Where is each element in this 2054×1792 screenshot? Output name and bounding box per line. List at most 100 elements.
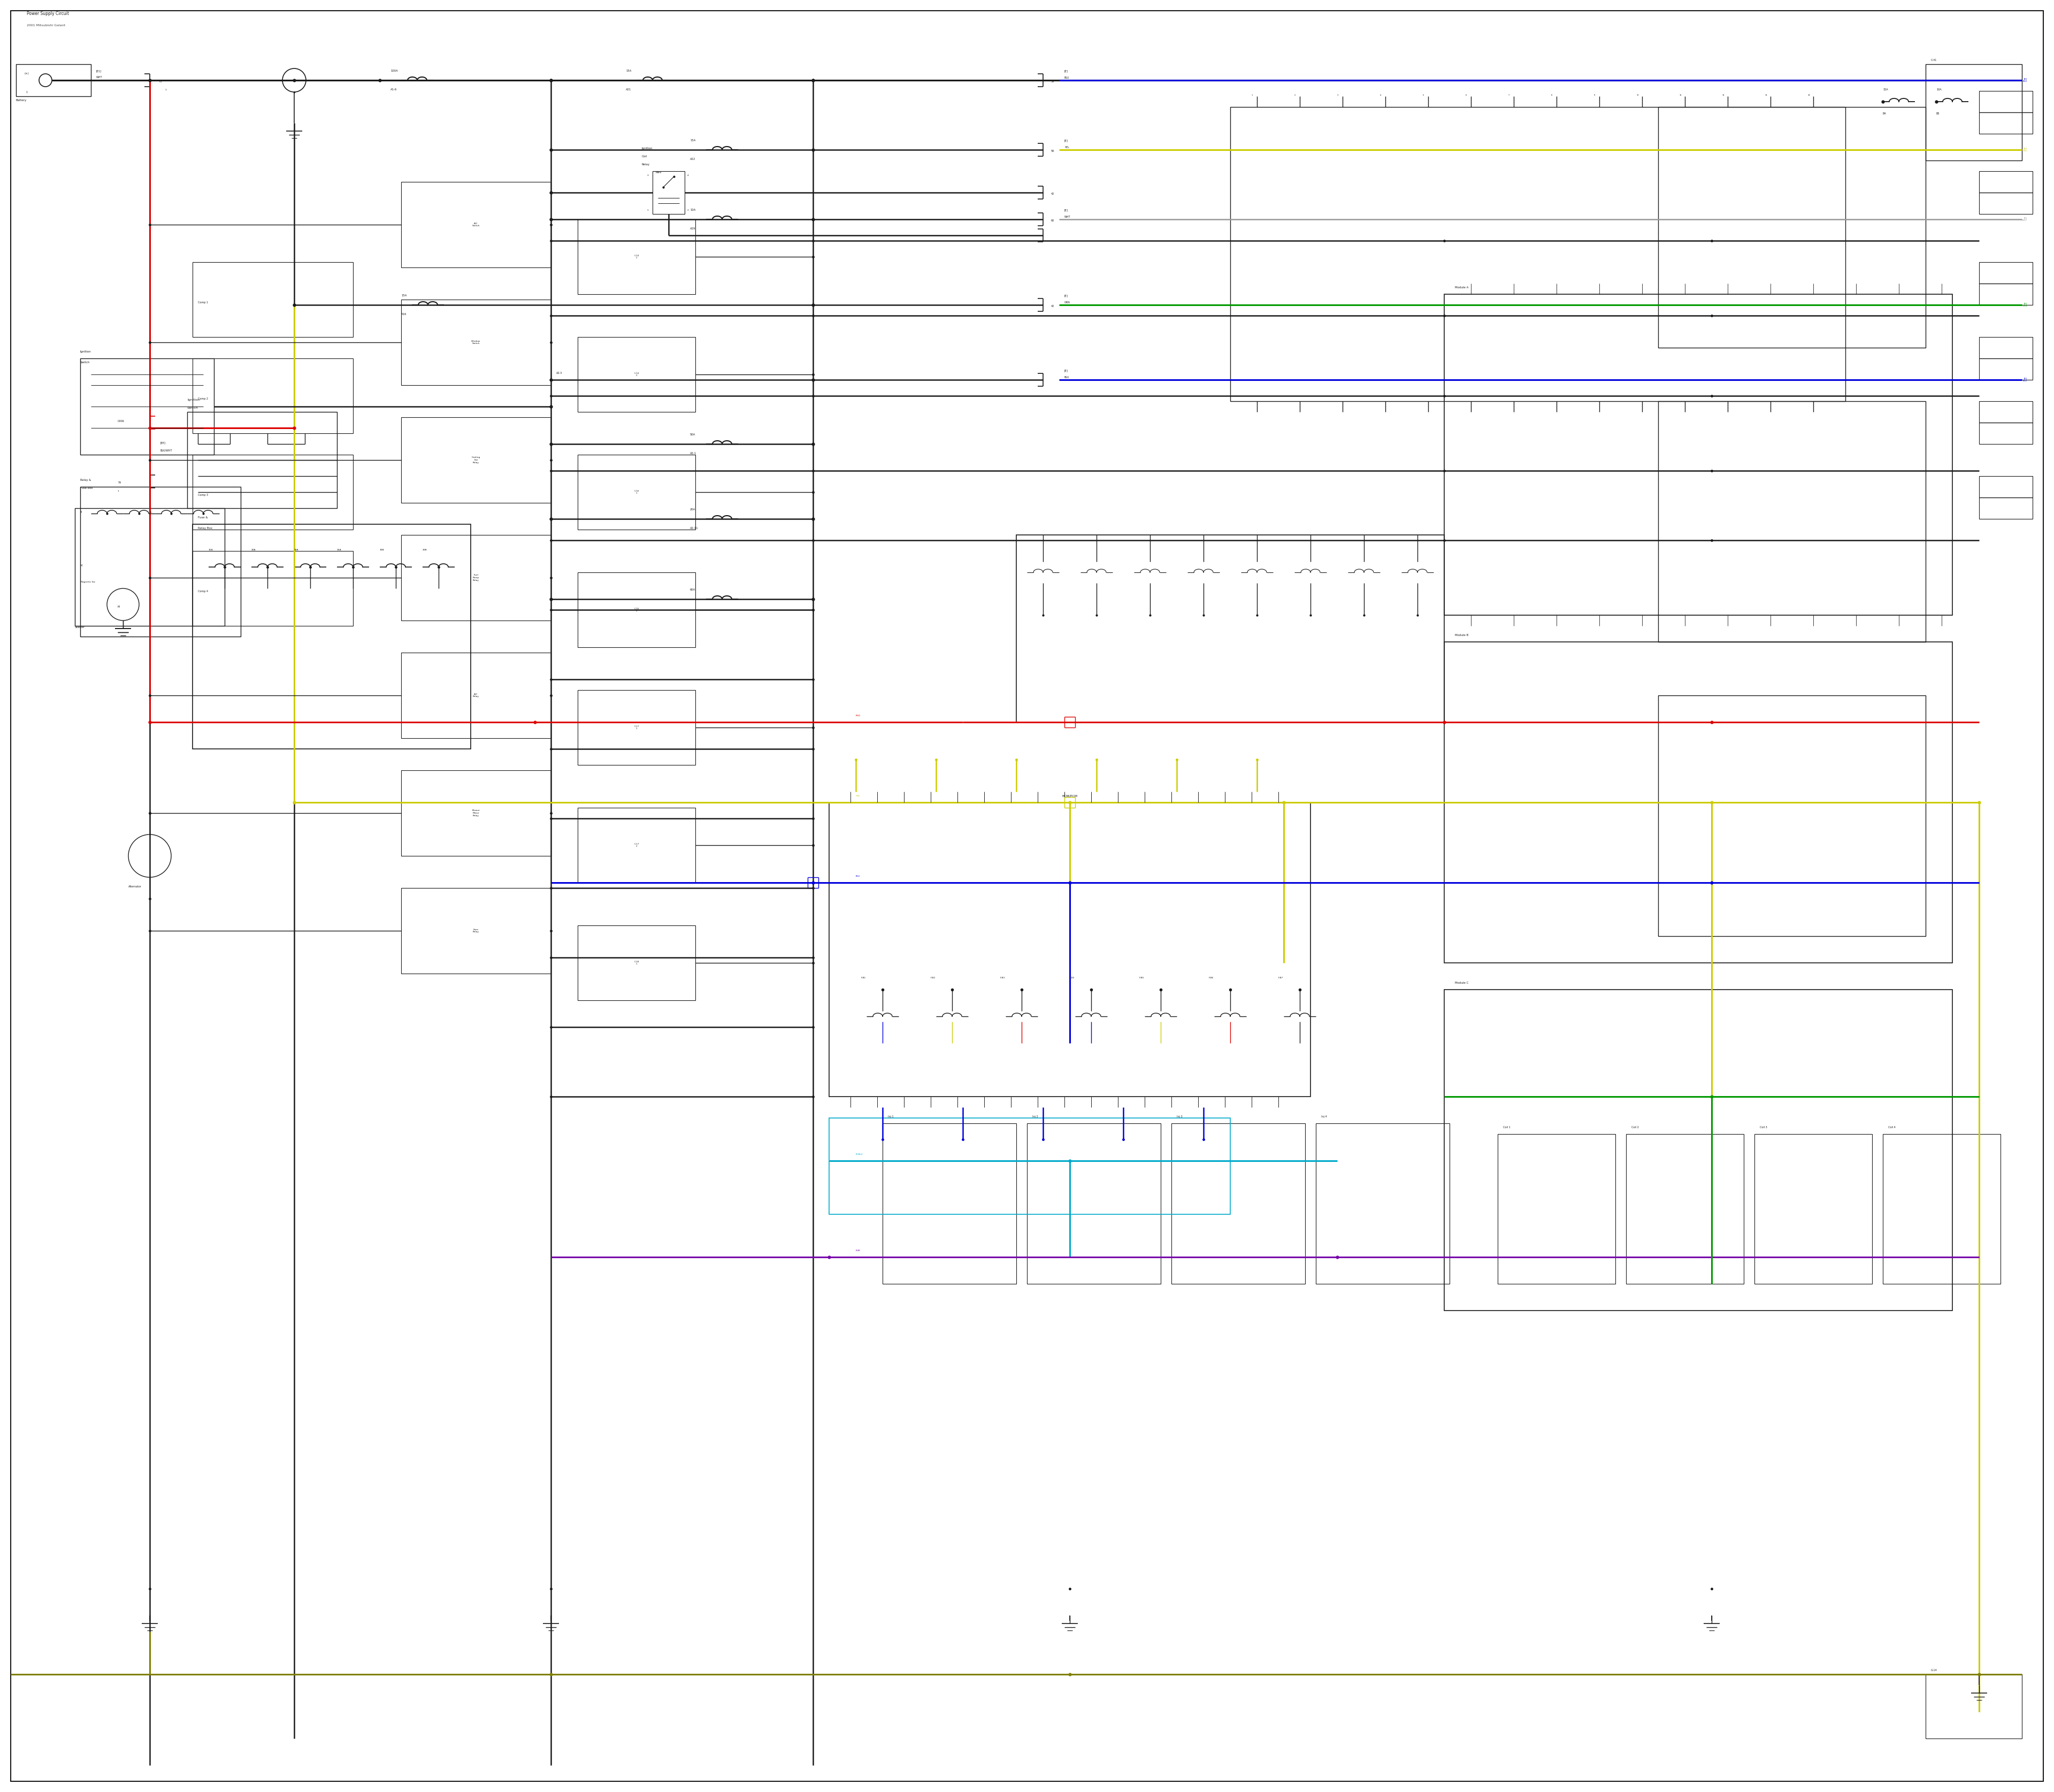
Text: 15A: 15A xyxy=(337,548,341,550)
Text: 10: 10 xyxy=(1637,95,1639,97)
Text: YEL: YEL xyxy=(1064,145,1070,149)
Text: T1: T1 xyxy=(158,81,162,82)
Text: 42: 42 xyxy=(1052,305,1054,308)
Text: M: M xyxy=(80,564,82,566)
Text: BLK/WHT: BLK/WHT xyxy=(160,450,173,452)
Bar xyxy=(653,172,684,213)
Text: Coil 4: Coil 4 xyxy=(1888,1125,1896,1129)
Text: 20A: 20A xyxy=(251,548,257,550)
Bar xyxy=(1444,989,1953,1310)
Text: Coil 2: Coil 2 xyxy=(1631,1125,1639,1129)
Text: PUR: PUR xyxy=(857,1249,861,1253)
Bar xyxy=(577,808,696,883)
Text: Relay: Relay xyxy=(641,163,649,167)
Text: 15A: 15A xyxy=(401,294,407,297)
Text: 13: 13 xyxy=(1764,95,1768,97)
Text: [E]: [E] xyxy=(1064,70,1068,72)
Text: Horn
Relay: Horn Relay xyxy=(472,928,479,934)
Bar xyxy=(1980,91,2033,134)
Text: Coil: Coil xyxy=(641,156,647,158)
Text: F-B7: F-B7 xyxy=(1278,977,1284,978)
Text: C-16
2: C-16 2 xyxy=(635,607,639,613)
Text: C-14
2: C-14 2 xyxy=(635,373,639,376)
Text: 59: 59 xyxy=(1052,81,1054,82)
Text: Inj 2: Inj 2 xyxy=(1033,1115,1037,1118)
Text: Switch: Switch xyxy=(187,407,199,409)
Text: Comp 3: Comp 3 xyxy=(197,493,207,496)
Bar xyxy=(193,358,353,434)
Bar xyxy=(1017,536,1444,722)
Text: Comp 2: Comp 2 xyxy=(197,398,207,400)
Bar xyxy=(193,525,470,749)
Bar xyxy=(401,536,550,620)
Bar xyxy=(1658,108,1927,348)
Bar xyxy=(577,572,696,647)
Bar xyxy=(1627,1134,1744,1283)
Text: C-14
1: C-14 1 xyxy=(635,254,639,260)
Bar xyxy=(1658,695,1927,935)
Text: Inj 4: Inj 4 xyxy=(1321,1115,1327,1118)
Text: C406: C406 xyxy=(117,419,125,423)
Text: [E]: [E] xyxy=(1064,369,1068,371)
Text: Comp 4: Comp 4 xyxy=(197,590,207,593)
Text: Inj 1: Inj 1 xyxy=(887,1115,893,1118)
Text: LT.BLU: LT.BLU xyxy=(857,1154,863,1156)
Text: 10A: 10A xyxy=(380,548,384,550)
Text: Battery: Battery xyxy=(16,99,27,102)
Text: M: M xyxy=(117,606,119,609)
Text: 50A: 50A xyxy=(690,434,696,435)
Text: WHT: WHT xyxy=(97,75,103,79)
Bar xyxy=(80,358,214,455)
Text: A2-11: A2-11 xyxy=(690,527,698,530)
Text: 15A: 15A xyxy=(626,70,631,72)
Bar xyxy=(1927,65,2021,161)
Bar xyxy=(401,181,550,267)
Text: ECM/PCM: ECM/PCM xyxy=(1062,794,1078,797)
Text: Inj 3: Inj 3 xyxy=(1177,1115,1183,1118)
Text: 10A: 10A xyxy=(1937,88,1941,91)
Text: F-B4: F-B4 xyxy=(1070,977,1074,978)
Bar xyxy=(401,652,550,738)
Text: [E]: [E] xyxy=(1064,208,1068,211)
Bar xyxy=(193,262,353,337)
Text: 100A: 100A xyxy=(390,70,398,72)
Bar xyxy=(401,771,550,857)
Text: 20A: 20A xyxy=(690,509,696,511)
Text: Switch: Switch xyxy=(80,360,90,364)
Text: B4: B4 xyxy=(1884,113,1886,115)
Text: Coil 3: Coil 3 xyxy=(1760,1125,1766,1129)
Text: Module B: Module B xyxy=(1454,634,1469,636)
Text: M44: M44 xyxy=(655,172,661,174)
Bar xyxy=(577,455,696,530)
Text: [E]
YEL: [E] YEL xyxy=(2023,147,2027,152)
Text: T4: T4 xyxy=(117,482,121,484)
Text: A22: A22 xyxy=(690,158,696,161)
Text: Alternator: Alternator xyxy=(127,885,142,889)
Text: Relay Box: Relay Box xyxy=(197,527,212,530)
Text: GRN: GRN xyxy=(1064,301,1070,305)
Bar xyxy=(80,487,240,636)
Bar xyxy=(187,412,337,509)
Text: F-B5: F-B5 xyxy=(1140,977,1144,978)
Text: C-16
1: C-16 1 xyxy=(635,489,639,495)
Bar xyxy=(1317,1124,1450,1283)
Bar xyxy=(1980,337,2033,380)
Text: A/C
Switch: A/C Switch xyxy=(472,222,481,228)
Text: C-17
2: C-17 2 xyxy=(635,842,639,848)
Text: Fuse &: Fuse & xyxy=(197,516,207,520)
Text: A2-3: A2-3 xyxy=(557,371,563,375)
Text: F-B2: F-B2 xyxy=(930,977,937,978)
Text: Cooling
Fan
Relay: Cooling Fan Relay xyxy=(472,457,481,464)
Text: 11: 11 xyxy=(1680,95,1682,97)
Bar xyxy=(401,299,550,385)
Text: 2001 Mitsubishi Galant: 2001 Mitsubishi Galant xyxy=(27,23,66,27)
Text: Fuse Box: Fuse Box xyxy=(80,487,92,489)
Text: [EE]: [EE] xyxy=(160,441,166,444)
Bar xyxy=(1884,1134,2001,1283)
Text: F-B1: F-B1 xyxy=(861,977,867,978)
Bar xyxy=(830,803,1310,1097)
Bar xyxy=(577,690,696,765)
Text: Comp 1: Comp 1 xyxy=(197,301,207,303)
Text: A16: A16 xyxy=(401,314,407,315)
Bar xyxy=(193,455,353,530)
